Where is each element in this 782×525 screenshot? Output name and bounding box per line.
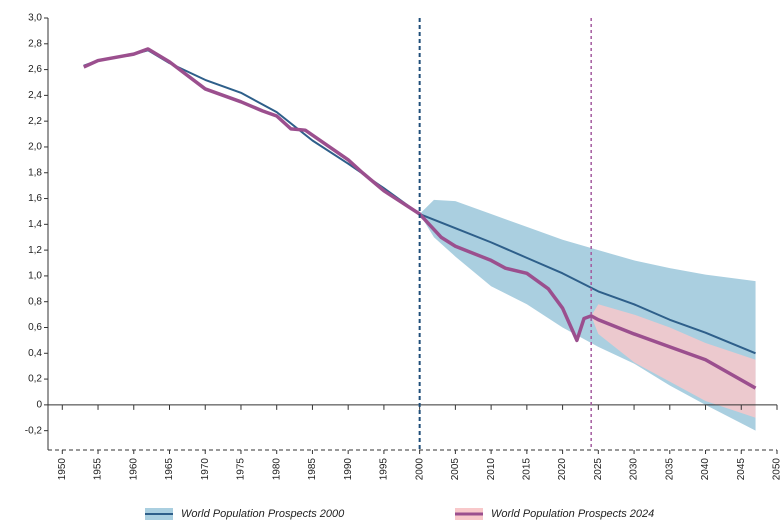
x-tick-label: 2050	[772, 458, 782, 481]
x-tick-label: 1960	[128, 458, 139, 481]
x-tick-label: 1985	[307, 458, 318, 481]
y-tick-label: 2,0	[28, 142, 42, 153]
x-tick-label: 2040	[700, 458, 711, 481]
x-tick-label: 1970	[200, 458, 211, 481]
x-tick-label: 2010	[486, 458, 497, 481]
x-tick-label: 1965	[164, 458, 175, 481]
x-tick-label: 2020	[557, 458, 568, 481]
series-line	[83, 47, 757, 390]
y-tick-label: 0,6	[28, 322, 42, 333]
legend-label: World Population Prospects 2024	[491, 508, 654, 520]
x-tick-label: 2035	[664, 458, 675, 481]
x-tick-label: 1995	[379, 458, 390, 481]
legend-label: World Population Prospects 2000	[181, 508, 345, 520]
y-tick-label: 2,2	[28, 116, 42, 127]
x-tick-label: 1980	[271, 458, 282, 481]
x-tick-label: 2015	[521, 458, 532, 481]
y-tick-label: 1,4	[28, 219, 42, 230]
x-tick-label: 2030	[629, 458, 640, 481]
x-tick-label: 1975	[236, 458, 247, 481]
x-tick-label: 2000	[414, 458, 425, 481]
y-tick-label: 1,2	[28, 245, 42, 256]
y-tick-label: 0	[36, 400, 42, 411]
y-tick-label: 0,2	[28, 374, 42, 385]
y-tick-label: 1,6	[28, 193, 42, 204]
x-tick-label: 2005	[450, 458, 461, 481]
x-tick-label: 2025	[593, 458, 604, 481]
x-tick-label: 1955	[93, 458, 104, 481]
y-tick-label: 2,8	[28, 38, 42, 49]
y-tick-label: 0,8	[28, 296, 42, 307]
y-tick-label: 1,0	[28, 271, 42, 282]
y-tick-label: -0,2	[25, 425, 43, 436]
y-tick-label: 2,4	[28, 90, 42, 101]
y-tick-label: 0,4	[28, 348, 42, 359]
x-tick-label: 2045	[736, 458, 747, 481]
y-tick-label: 1,8	[28, 167, 42, 178]
y-tick-label: 3,0	[28, 13, 42, 24]
x-tick-label: 1950	[57, 458, 68, 481]
y-tick-label: 2,6	[28, 64, 42, 75]
x-tick-label: 1990	[343, 458, 354, 481]
